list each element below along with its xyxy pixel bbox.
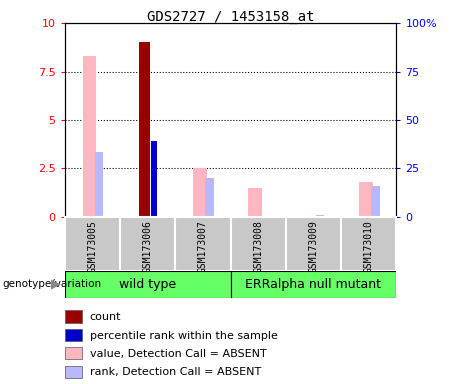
Bar — [65, 347, 82, 359]
Bar — [175, 217, 230, 271]
Text: GSM173008: GSM173008 — [253, 220, 263, 273]
Bar — [65, 366, 82, 378]
Text: wild type: wild type — [119, 278, 176, 291]
Bar — [95, 152, 103, 217]
Text: value, Detection Call = ABSENT: value, Detection Call = ABSENT — [90, 349, 266, 359]
Text: GSM173005: GSM173005 — [87, 220, 97, 273]
Text: count: count — [90, 312, 121, 322]
Bar — [193, 169, 207, 217]
Text: GSM173007: GSM173007 — [198, 220, 208, 273]
Text: ERRalpha null mutant: ERRalpha null mutant — [245, 278, 382, 291]
Bar — [65, 329, 82, 341]
Bar — [230, 217, 286, 271]
Text: GSM173006: GSM173006 — [142, 220, 153, 273]
Text: ▶: ▶ — [51, 278, 61, 291]
Bar — [83, 56, 96, 217]
Bar — [65, 271, 230, 298]
Bar — [341, 217, 396, 271]
Bar — [120, 217, 175, 271]
Bar — [316, 215, 324, 217]
Bar — [248, 188, 262, 217]
Bar — [139, 43, 150, 217]
Bar — [205, 178, 213, 217]
Text: percentile rank within the sample: percentile rank within the sample — [90, 331, 278, 341]
Text: genotype/variation: genotype/variation — [2, 279, 101, 289]
Text: GDS2727 / 1453158_at: GDS2727 / 1453158_at — [147, 10, 314, 23]
Text: GSM173010: GSM173010 — [364, 220, 374, 273]
Bar — [65, 310, 82, 323]
Bar — [65, 217, 120, 271]
Text: GSM173009: GSM173009 — [308, 220, 319, 273]
Bar — [230, 271, 396, 298]
Bar — [151, 141, 158, 217]
Text: rank, Detection Call = ABSENT: rank, Detection Call = ABSENT — [90, 367, 261, 377]
Bar — [359, 182, 373, 217]
Bar — [371, 186, 379, 217]
Bar — [286, 217, 341, 271]
